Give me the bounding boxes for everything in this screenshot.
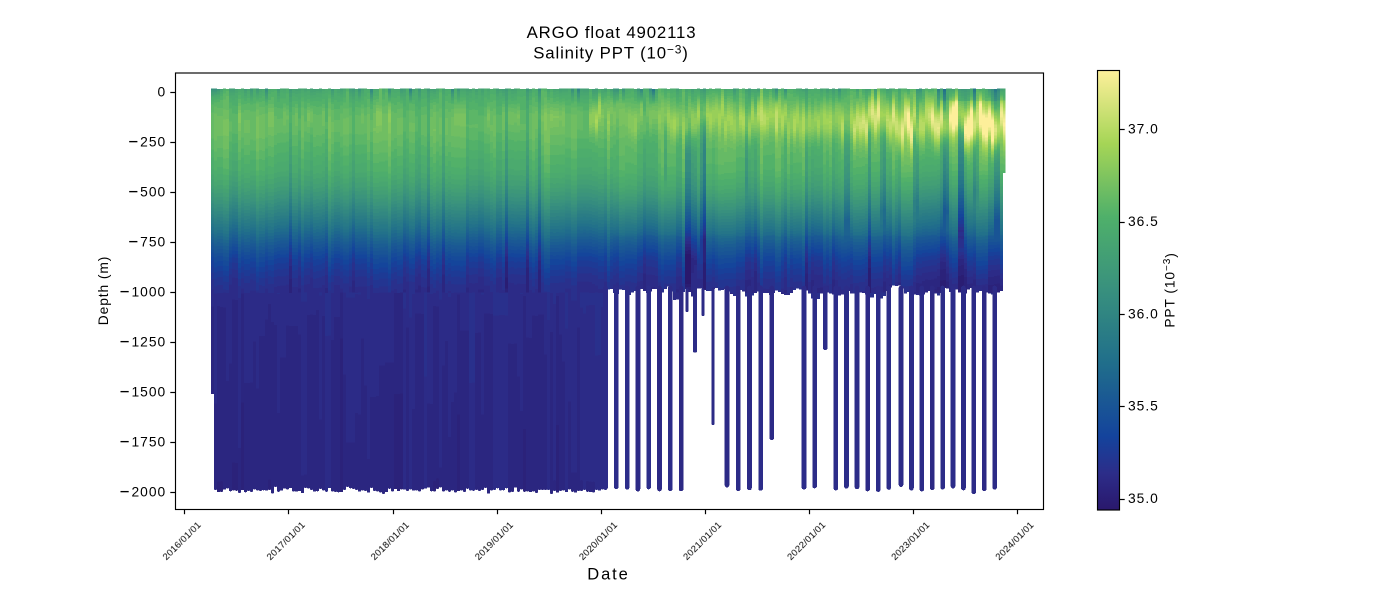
svg-text:Date: Date: [587, 566, 629, 584]
svg-text:37.0: 37.0: [1128, 122, 1159, 137]
svg-text:Depth (m): Depth (m): [96, 256, 111, 325]
svg-text:35.0: 35.0: [1128, 491, 1159, 506]
svg-text:PPT (10−3): PPT (10−3): [1162, 252, 1178, 327]
svg-text:36.0: 36.0: [1128, 306, 1159, 321]
svg-text:1500: 1500: [131, 384, 166, 399]
svg-text:ARGO float 4902113: ARGO float 4902113: [527, 23, 697, 42]
svg-text:35.5: 35.5: [1128, 399, 1159, 414]
svg-text:750: 750: [140, 234, 166, 249]
svg-text:1000: 1000: [131, 284, 166, 299]
svg-text:500: 500: [140, 184, 166, 199]
svg-text:Salinity PPT (10−3): Salinity PPT (10−3): [533, 43, 688, 63]
svg-text:2000: 2000: [131, 484, 166, 499]
svg-text:1750: 1750: [131, 434, 166, 449]
svg-text:36.5: 36.5: [1128, 214, 1159, 229]
svg-text:250: 250: [140, 134, 166, 149]
svg-text:1250: 1250: [131, 334, 166, 349]
svg-text:0: 0: [158, 84, 167, 99]
